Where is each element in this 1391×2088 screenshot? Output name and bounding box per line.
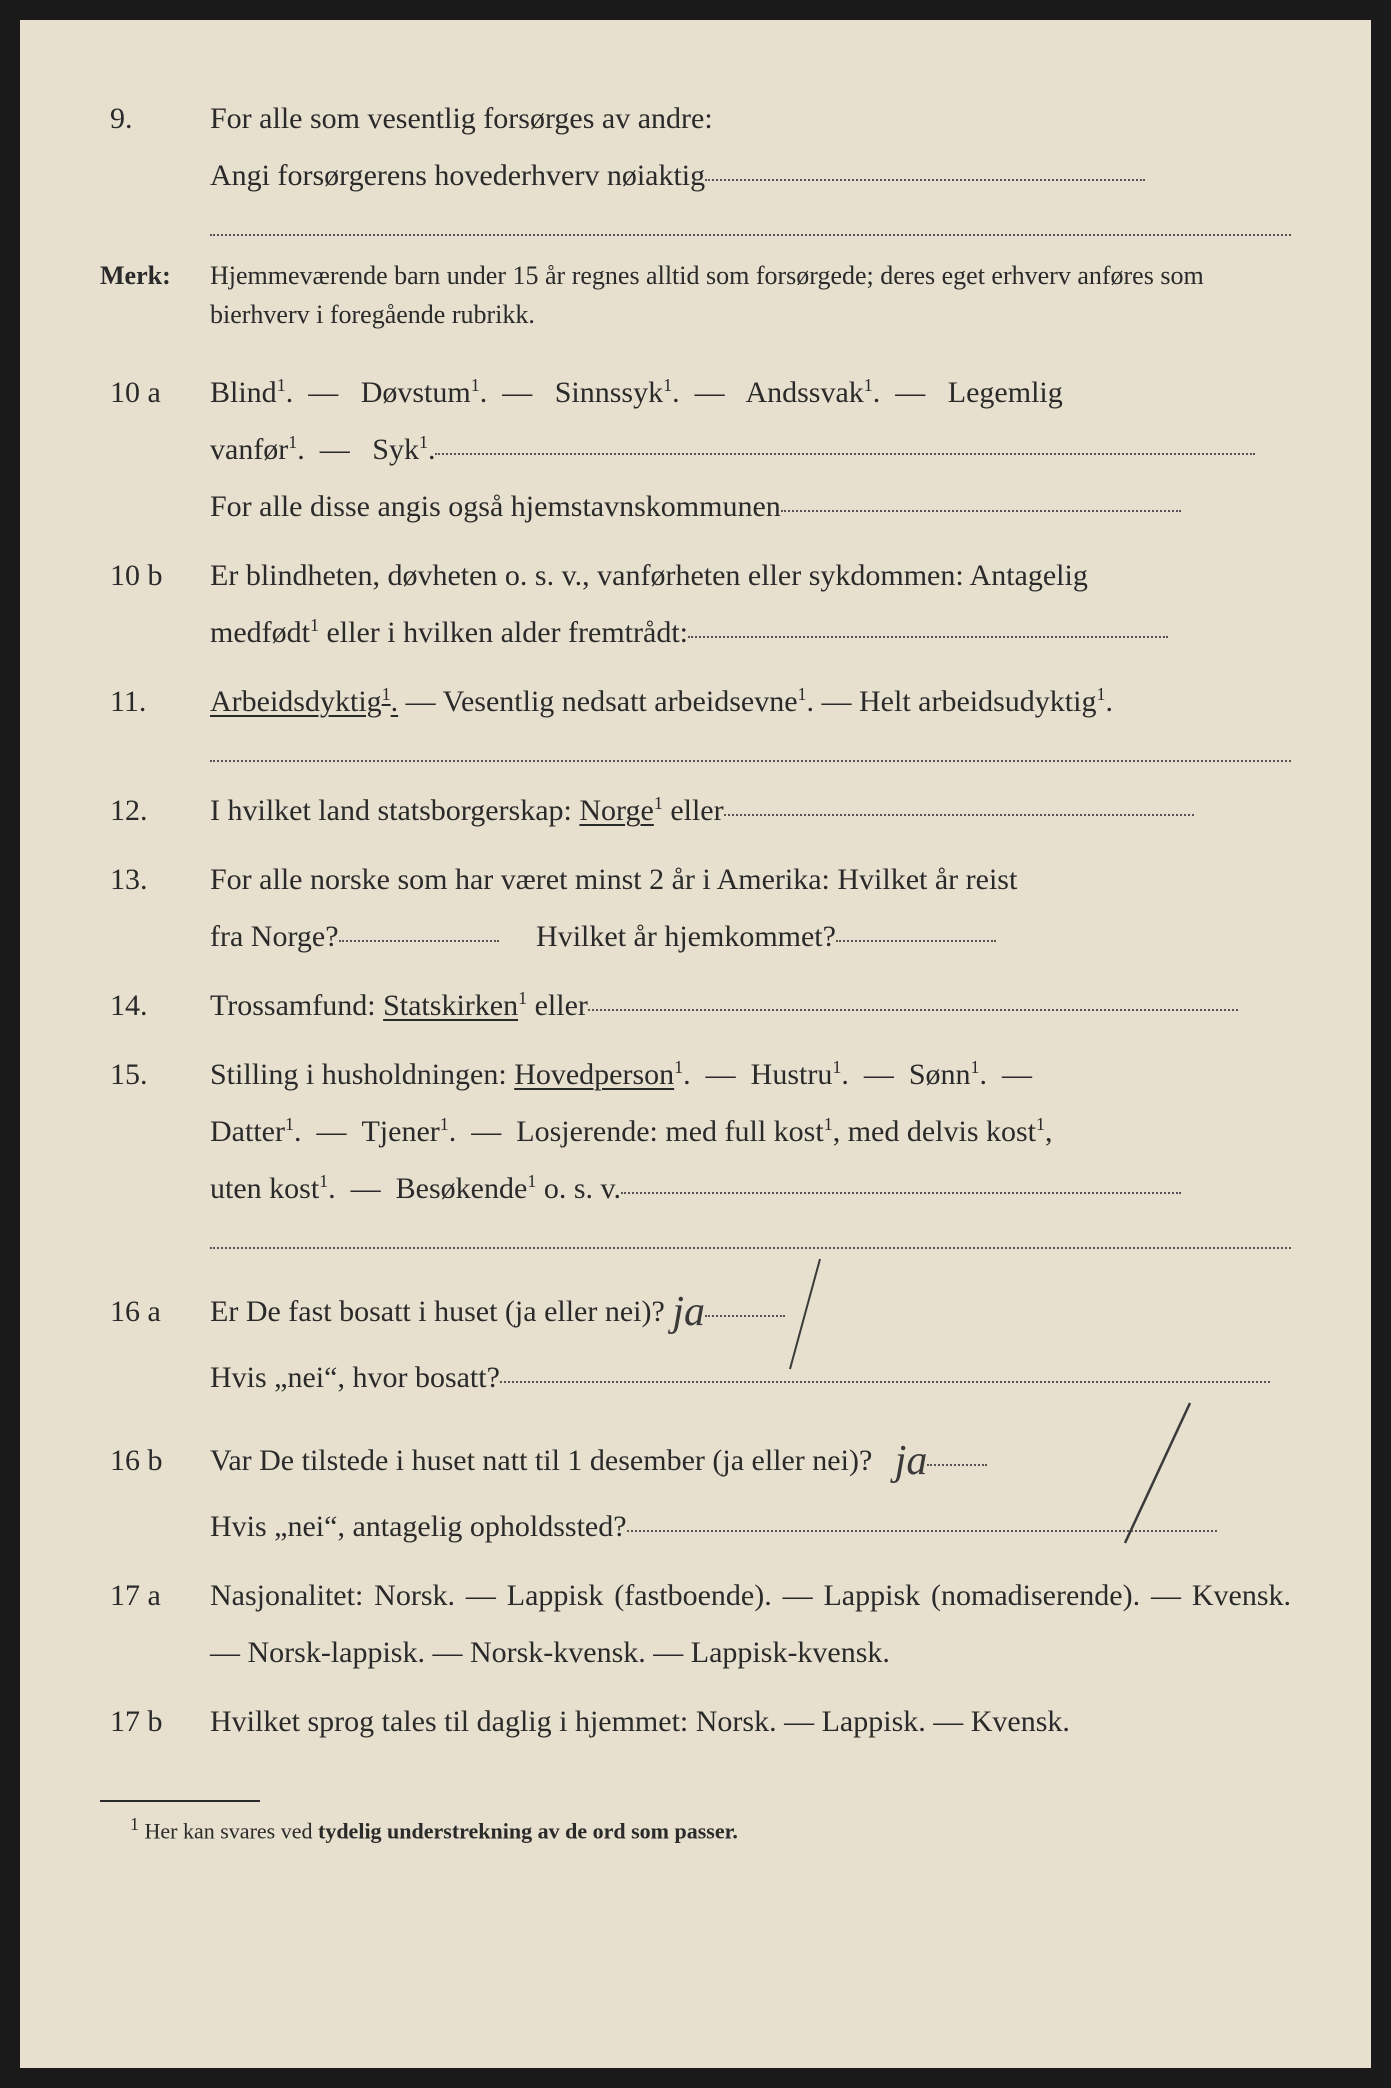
q15-content: Stilling i husholdningen: Hovedperson1. … [210,1046,1291,1217]
q9-num: 9. [100,90,210,147]
q17a-num: 17 a [100,1567,210,1624]
q17b-num: 17 b [100,1693,210,1750]
opt-andssvak: Andssvak [745,376,863,409]
q16b-num: 16 b [100,1432,210,1489]
q16b-content: Var De tilstede i huset natt til 1 desem… [210,1418,1291,1555]
q15-num: 15. [100,1046,210,1103]
census-form-page: 9. For alle som vesentlig forsørges av a… [20,20,1371,2068]
opt-dovstum: Døvstum [361,376,471,409]
q12-content: I hvilket land statsborgerskap: Norge1 e… [210,782,1291,839]
opt-legemlig: Legemlig [948,376,1063,409]
q9: 9. For alle som vesentlig forsørges av a… [100,90,1291,204]
q10b: 10 b Er blindheten, døvheten o. s. v., v… [100,547,1291,661]
q14: 14. Trossamfund: Statskirken1 eller [100,977,1291,1034]
q10b-num: 10 b [100,547,210,604]
opt-vanfor: vanfør [210,433,288,466]
opt-tjener: Tjener [361,1115,439,1148]
q11: 11. Arbeidsdyktig1. — Vesentlig nedsatt … [100,673,1291,730]
q16b-line2: Hvis „nei“, antagelig opholdssted? [210,1510,627,1543]
q15: 15. Stilling i husholdningen: Hovedperso… [100,1046,1291,1217]
q12-text: I hvilket land statsborgerskap: [210,794,579,827]
q10b-content: Er blindheten, døvheten o. s. v., vanfør… [210,547,1291,661]
q11-num: 11. [100,673,210,730]
q11-opt2: Vesentlig nedsatt arbeidsevne [443,685,798,718]
footnote-rule [100,1800,260,1802]
opt-hustru: Hustru [751,1058,833,1091]
q15-uten: uten kost [210,1172,319,1205]
q10b-medfodt: medfødt [210,616,310,649]
q16a: 16 a Er De fast bosatt i huset (ja eller… [100,1269,1291,1406]
opt-syk: Syk [372,433,419,466]
footnote: 1 Her kan svares ved tydelig understrekn… [100,1814,1291,1844]
merk-label: Merk: [100,256,210,295]
q13-content: For alle norske som har været minst 2 år… [210,851,1291,965]
q17b-content: Hvilket sprog tales til daglig i hjemmet… [210,1693,1291,1750]
q16b-handwritten-ja: ja [895,1422,928,1502]
opt-blind: Blind [210,376,277,409]
q16a-handwritten-ja: ja [672,1273,705,1353]
footnote-text: Her kan svares ved [139,1818,318,1843]
q14-tail: eller [527,989,588,1022]
q11-content: Arbeidsdyktig1. — Vesentlig nedsatt arbe… [210,673,1291,730]
q13-num: 13. [100,851,210,908]
q10a: 10 a Blind1. — Døvstum1. — Sinnssyk1. — … [100,364,1291,535]
section-divider-2 [210,1247,1291,1249]
q16b: 16 b Var De tilstede i huset natt til 1 … [100,1418,1291,1555]
q9-content: For alle som vesentlig forsørges av andr… [210,90,1291,204]
q12-ans: Norge [579,794,653,827]
q14-content: Trossamfund: Statskirken1 eller [210,977,1291,1034]
q14-num: 14. [100,977,210,1034]
q13-line2a: fra Norge? [210,920,339,953]
merk-text: Hjemmeværende barn under 15 år regnes al… [210,256,1291,334]
q16a-num: 16 a [100,1283,210,1340]
q15-besokende: Besøkende [396,1172,528,1205]
q14-text: Trossamfund: [210,989,383,1022]
q16b-text: Var De tilstede i huset natt til 1 desem… [210,1444,872,1477]
q16a-content: Er De fast bosatt i huset (ja eller nei)… [210,1269,1291,1406]
q14-ans: Statskirken [383,989,518,1022]
q9-blank-line [210,234,1291,236]
opt-sinnssyk: Sinnssyk [555,376,663,409]
q11-opt3: Helt arbeidsudyktig [859,685,1096,718]
q12-num: 12. [100,782,210,839]
q15-delvis: , med delvis kost [833,1115,1036,1148]
q17a-content: Nasjonalitet: Norsk. — Lappisk (fastboen… [210,1567,1291,1681]
merk-note: Merk: Hjemmeværende barn under 15 år reg… [100,256,1291,334]
q12: 12. I hvilket land statsborgerskap: Norg… [100,782,1291,839]
q10a-line2: For alle disse angis også hjemstavnskomm… [210,490,781,523]
q10a-content: Blind1. — Døvstum1. — Sinnssyk1. — Andss… [210,364,1291,535]
opt-datter: Datter [210,1115,285,1148]
section-divider-1 [210,760,1291,762]
q13-line2b: Hvilket år hjemkommet? [536,920,836,953]
q10b-line2b: eller i hvilken alder fremtrådt: [319,616,688,649]
q17a: 17 a Nasjonalitet: Norsk. — Lappisk (fas… [100,1567,1291,1681]
q16a-text: Er De fast bosatt i huset (ja eller nei)… [210,1295,665,1328]
q15-osv: o. s. v. [536,1172,621,1205]
footnote-sup: 1 [130,1814,139,1834]
q13: 13. For alle norske som har været minst … [100,851,1291,965]
q16a-line2: Hvis „nei“, hvor bosatt? [210,1361,500,1394]
q15-main: Hovedperson [514,1058,674,1091]
q12-tail: eller [663,794,724,827]
q17b: 17 b Hvilket sprog tales til daglig i hj… [100,1693,1291,1750]
q15-losjerende: Losjerende: med full kost [516,1115,823,1148]
q9-line2: Angi forsørgerens hovederhverv nøiaktig [210,159,705,192]
q15-lead: Stilling i husholdningen: [210,1058,514,1091]
q10b-line1: Er blindheten, døvheten o. s. v., vanfør… [210,559,1088,592]
q11-opt1: Arbeidsdyktig [210,685,382,718]
footnote-bold: tydelig understrekning av de ord som pas… [318,1818,738,1843]
q9-line1: For alle som vesentlig forsørges av andr… [210,102,713,135]
opt-sonn: Sønn [909,1058,971,1091]
q13-line1: For alle norske som har været minst 2 år… [210,863,1017,896]
q10a-num: 10 a [100,364,210,421]
